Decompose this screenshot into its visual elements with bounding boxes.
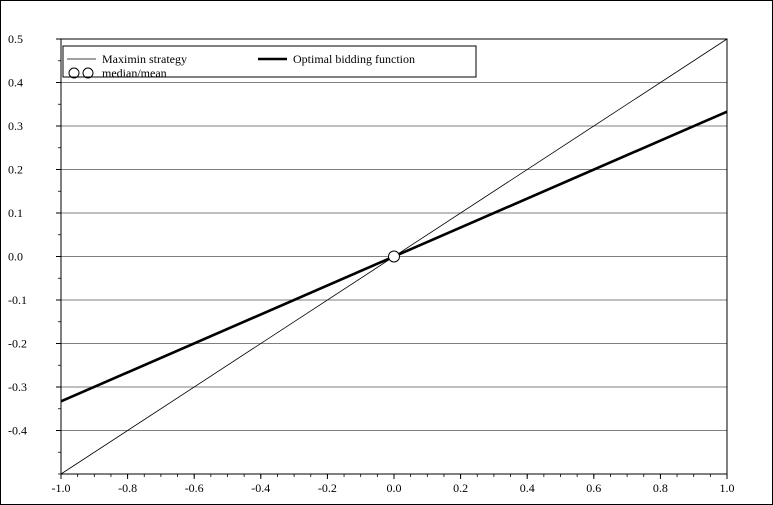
legend-marker-circle-2 — [82, 67, 94, 79]
legend-label-median-mean: median/mean — [102, 66, 167, 80]
y-tick-label: -0.2 — [8, 337, 27, 351]
median-mean-marker — [388, 250, 400, 263]
x-tick-label: 1.0 — [720, 481, 735, 495]
y-tick-label: -0.4 — [8, 424, 27, 438]
y-tick-label: 0.2 — [8, 163, 23, 177]
legend: Maximin strategy Optimal bidding functio… — [62, 45, 477, 80]
x-tick-label: -0.2 — [318, 481, 337, 495]
y-tick-label: -0.3 — [8, 380, 27, 394]
x-tick-label: -0.8 — [118, 481, 137, 495]
x-tick-label: 0.6 — [586, 481, 601, 495]
y-tick-label: -0.1 — [8, 293, 27, 307]
y-tick-label: 0.3 — [8, 119, 23, 133]
legend-label-optimal: Optimal bidding function — [293, 52, 415, 66]
marker-layer — [388, 250, 400, 263]
x-tick-label: -0.4 — [251, 481, 270, 495]
y-tick-label: 0.5 — [8, 32, 23, 46]
x-tick-label: -1.0 — [52, 481, 71, 495]
x-tick-label: 0.4 — [520, 481, 535, 495]
x-tick-label: -0.6 — [185, 481, 204, 495]
x-tick-label: 0.2 — [453, 481, 468, 495]
x-tick-label: 0.0 — [387, 481, 402, 495]
y-tick-label: 0.1 — [8, 206, 23, 220]
legend-box — [62, 45, 477, 78]
y-tick-label: 0.0 — [8, 250, 23, 264]
y-tick-label: 0.4 — [8, 76, 23, 90]
y-axis: 0.5 0.4 0.3 0.2 0.1 0.0 -0.1 -0.2 -0.3 -0.4 — [8, 32, 61, 475]
x-tick-label: 0.8 — [653, 481, 668, 495]
x-axis: -1.0 -0.8 -0.6 -0.4 -0.2 0.0 0.2 0.4 0.6 0.8 1.0 — [52, 474, 735, 495]
legend-label-maximin: Maximin strategy — [102, 52, 187, 66]
legend-marker-circle-1 — [68, 67, 80, 79]
